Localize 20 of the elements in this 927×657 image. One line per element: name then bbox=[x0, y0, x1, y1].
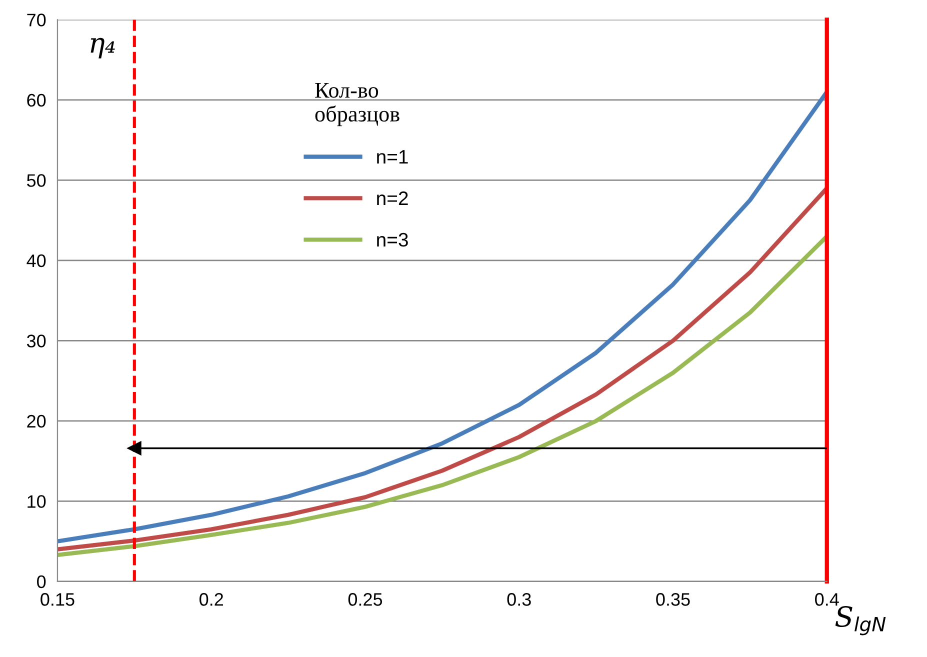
y-tick-label: 40 bbox=[26, 254, 46, 268]
y-tick-label: 60 bbox=[27, 94, 46, 107]
y-tick-label: 70 bbox=[27, 14, 46, 26]
x-tick-label: 0.2 bbox=[200, 593, 223, 606]
x-tick-label: 0.4 bbox=[815, 593, 839, 606]
legend-title: Кол-во образцов bbox=[315, 83, 400, 126]
legend-label: n=2 bbox=[377, 191, 408, 206]
legend-label: n=1 bbox=[377, 150, 408, 164]
y-tick-label: 30 bbox=[26, 334, 46, 348]
y-tick-label: 50 bbox=[27, 174, 46, 187]
x-tick-label: 0.3 bbox=[507, 593, 531, 606]
x-tick-label: 0.15 bbox=[40, 593, 74, 606]
x-axis-title: S$_{lgN}$ bbox=[835, 606, 886, 636]
legend-label: n=3 bbox=[377, 232, 408, 247]
y-axis-title: η₄ bbox=[90, 38, 115, 58]
y-tick-label: 10 bbox=[28, 495, 46, 508]
x-tick-label: 0.25 bbox=[348, 593, 382, 606]
x-tick-label: 0.35 bbox=[656, 593, 690, 606]
y-tick-label: 20 bbox=[27, 414, 46, 428]
y-tick-label: 0 bbox=[37, 575, 46, 588]
